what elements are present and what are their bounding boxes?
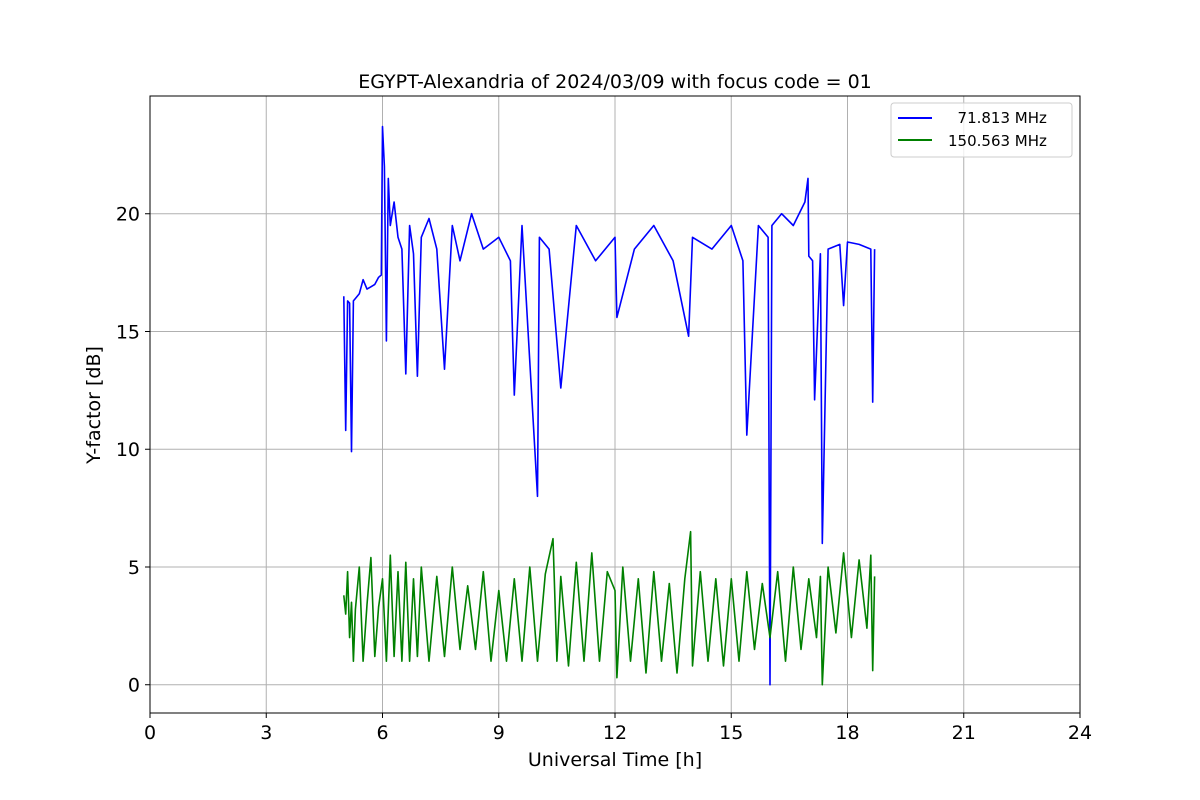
x-tick-label: 3 [260, 722, 272, 744]
x-tick-label: 12 [603, 722, 627, 744]
y-tick-label: 0 [128, 675, 140, 697]
x-tick-label: 24 [1068, 722, 1092, 744]
legend: 71.813 MHz 150.563 MHz [890, 102, 1073, 158]
y-tick-label: 10 [116, 439, 140, 461]
y-axis-ticks: 0 5 10 15 20 [116, 204, 150, 697]
x-tick-label: 6 [376, 722, 388, 744]
y-tick-label: 20 [116, 204, 140, 226]
legend-box [890, 102, 1073, 158]
x-tick-label: 9 [493, 722, 505, 744]
series-line-0 [343, 125, 876, 686]
x-tick-label: 15 [719, 722, 743, 744]
legend-label-150mhz: 150.563 MHz [948, 132, 1047, 150]
y-tick-label: 5 [128, 557, 140, 579]
x-tick-label: 21 [952, 722, 976, 744]
x-axis-ticks: 0 3 6 9 12 15 18 21 24 [144, 713, 1092, 744]
series-line-1 [343, 530, 876, 686]
y-tick-label: 15 [116, 321, 140, 343]
y-axis-label: Y-factor [dB] [83, 346, 105, 465]
series-lines [343, 125, 876, 686]
legend-label-71mhz: 71.813 MHz [948, 109, 1047, 127]
x-tick-label: 18 [835, 722, 859, 744]
x-tick-label: 0 [144, 722, 156, 744]
chart-title: EGYPT-Alexandria of 2024/03/09 with focu… [358, 71, 872, 93]
x-axis-label: Universal Time [h] [528, 749, 702, 771]
